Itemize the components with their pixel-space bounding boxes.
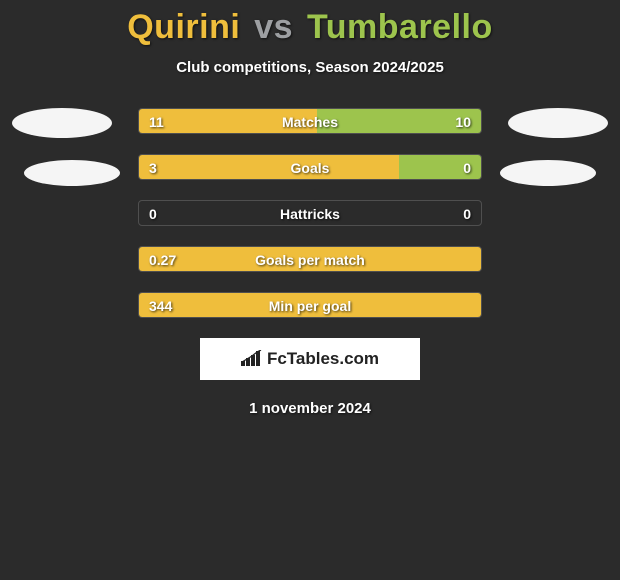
stat-bars-container: 1110Matches 30Goals 00Hattricks 0.27Goals p…: [138, 108, 482, 318]
chart-area: 1110Matches 30Goals 00Hattricks 0.27Goals p…: [0, 108, 620, 318]
footer-date: 1 november 2024: [0, 400, 620, 417]
player1-name: Quirini: [127, 8, 240, 46]
stat-label: Goals per match: [139, 247, 481, 271]
player2-name: Tumbarello: [307, 8, 493, 46]
player1-photo-placeholder-top: [12, 108, 112, 138]
stat-label: Goals: [139, 155, 481, 179]
comparison-title: Quirini vs Tumbarello: [0, 0, 620, 47]
logo-box: FcTables.com: [200, 338, 420, 380]
player1-photo-placeholder-bottom: [24, 160, 120, 186]
stat-row: 00Hattricks: [138, 200, 482, 226]
stat-label: Matches: [139, 109, 481, 133]
logo: FcTables.com: [241, 349, 379, 369]
stat-label: Min per goal: [139, 293, 481, 317]
stat-row: 0.27Goals per match: [138, 246, 482, 272]
logo-text: FcTables.com: [267, 349, 379, 369]
player2-photo-placeholder-bottom: [500, 160, 596, 186]
stat-row: 30Goals: [138, 154, 482, 180]
player2-photo-placeholder-top: [508, 108, 608, 138]
stat-row: 1110Matches: [138, 108, 482, 134]
vs-text: vs: [254, 8, 293, 46]
subtitle: Club competitions, Season 2024/2025: [0, 59, 620, 76]
stat-row: 344Min per goal: [138, 292, 482, 318]
bar-chart-icon: [241, 350, 263, 368]
stat-label: Hattricks: [139, 201, 481, 225]
